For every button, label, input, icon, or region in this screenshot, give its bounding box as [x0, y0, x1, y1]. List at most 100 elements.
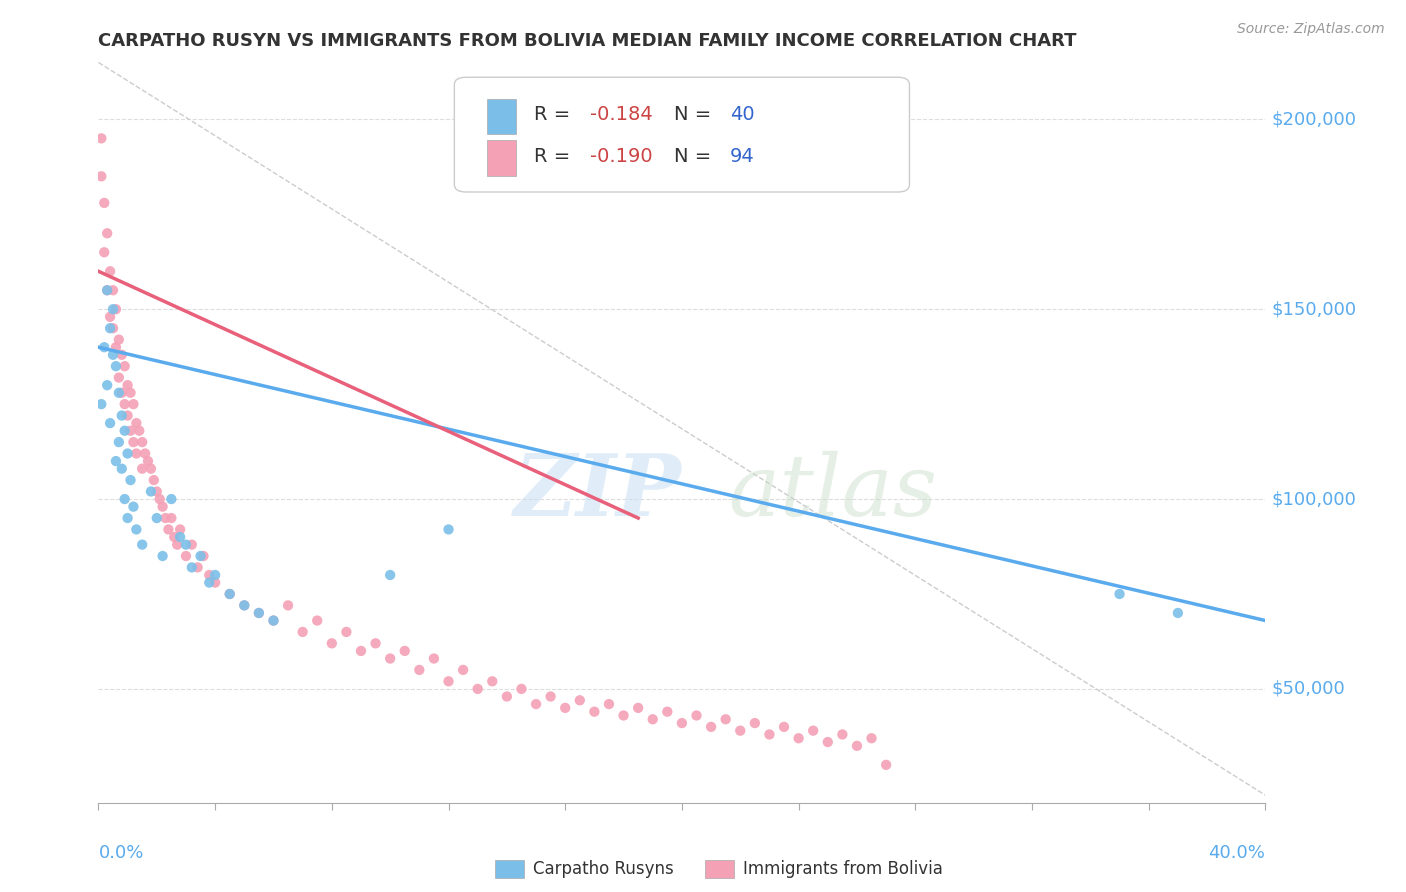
- Point: [180, 560, 202, 574]
- Text: CARPATHO RUSYN VS IMMIGRANTS FROM BOLIVIA MEDIAN FAMILY INCOME CORRELATION CHART: CARPATHO RUSYN VS IMMIGRANTS FROM BOLIVI…: [98, 32, 1077, 50]
- Point: [583, 705, 606, 719]
- Point: [773, 720, 796, 734]
- Point: [146, 484, 169, 499]
- Text: -0.184: -0.184: [589, 104, 652, 124]
- Point: [117, 446, 139, 460]
- Point: [125, 446, 148, 460]
- Text: -0.190: -0.190: [589, 147, 652, 166]
- FancyBboxPatch shape: [454, 78, 910, 192]
- Point: [714, 712, 737, 726]
- Point: [423, 651, 446, 665]
- Point: [787, 731, 810, 746]
- Point: [122, 435, 145, 450]
- Point: [335, 624, 357, 639]
- Text: R =: R =: [534, 104, 576, 124]
- Point: [568, 693, 591, 707]
- Point: [380, 568, 402, 582]
- Point: [277, 599, 299, 613]
- Point: [262, 614, 284, 628]
- Point: [627, 701, 650, 715]
- Point: [93, 245, 115, 260]
- Point: [122, 397, 145, 411]
- Point: [198, 568, 221, 582]
- Point: [104, 359, 127, 374]
- Point: [139, 484, 162, 499]
- Text: N =: N =: [673, 147, 717, 166]
- Point: [204, 568, 226, 582]
- Text: ZIP: ZIP: [515, 450, 682, 533]
- Point: [451, 663, 474, 677]
- Point: [101, 283, 124, 297]
- Point: [114, 491, 136, 506]
- Point: [380, 651, 402, 665]
- Point: [180, 538, 202, 552]
- Point: [671, 716, 693, 731]
- Text: N =: N =: [673, 104, 717, 124]
- Text: 0.0%: 0.0%: [98, 844, 143, 862]
- Point: [122, 500, 145, 514]
- Point: [554, 701, 576, 715]
- Point: [467, 681, 489, 696]
- Text: 94: 94: [730, 147, 755, 166]
- Point: [218, 587, 240, 601]
- Point: [510, 681, 533, 696]
- Point: [612, 708, 634, 723]
- Point: [104, 302, 127, 317]
- Point: [524, 697, 547, 711]
- Point: [598, 697, 620, 711]
- Point: [641, 712, 664, 726]
- Point: [730, 723, 752, 738]
- Point: [98, 310, 121, 324]
- Bar: [486, 99, 516, 135]
- Point: [93, 340, 115, 354]
- Point: [350, 644, 373, 658]
- Point: [125, 523, 148, 537]
- Point: [307, 614, 329, 628]
- Point: [104, 340, 127, 354]
- Bar: [706, 860, 734, 879]
- Text: Carpatho Rusyns: Carpatho Rusyns: [533, 860, 673, 878]
- Point: [120, 385, 142, 400]
- Point: [98, 264, 121, 278]
- Point: [108, 435, 131, 450]
- Point: [160, 491, 183, 506]
- Point: [98, 416, 121, 430]
- Point: [139, 461, 162, 475]
- Point: [817, 735, 839, 749]
- Text: Immigrants from Bolivia: Immigrants from Bolivia: [742, 860, 942, 878]
- Point: [111, 385, 134, 400]
- Point: [657, 705, 679, 719]
- Point: [685, 708, 707, 723]
- Point: [166, 538, 188, 552]
- Point: [437, 674, 460, 689]
- Point: [169, 523, 191, 537]
- Point: [198, 575, 221, 590]
- Point: [364, 636, 387, 650]
- Point: [163, 530, 186, 544]
- Point: [108, 333, 131, 347]
- Text: $150,000: $150,000: [1271, 301, 1357, 318]
- Point: [174, 549, 197, 563]
- Point: [96, 283, 118, 297]
- Point: [496, 690, 519, 704]
- Point: [408, 663, 430, 677]
- Point: [98, 321, 121, 335]
- Point: [152, 500, 174, 514]
- Point: [96, 227, 118, 241]
- Point: [128, 424, 150, 438]
- Point: [90, 131, 112, 145]
- Point: [218, 587, 240, 601]
- Point: [481, 674, 503, 689]
- Bar: [486, 140, 516, 176]
- Point: [111, 409, 134, 423]
- Point: [117, 378, 139, 392]
- Point: [758, 727, 780, 741]
- Point: [117, 511, 139, 525]
- Point: [111, 461, 134, 475]
- Point: [101, 302, 124, 317]
- Point: [108, 370, 131, 384]
- Point: [875, 757, 897, 772]
- Point: [233, 599, 256, 613]
- Point: [93, 195, 115, 210]
- Point: [1108, 587, 1130, 601]
